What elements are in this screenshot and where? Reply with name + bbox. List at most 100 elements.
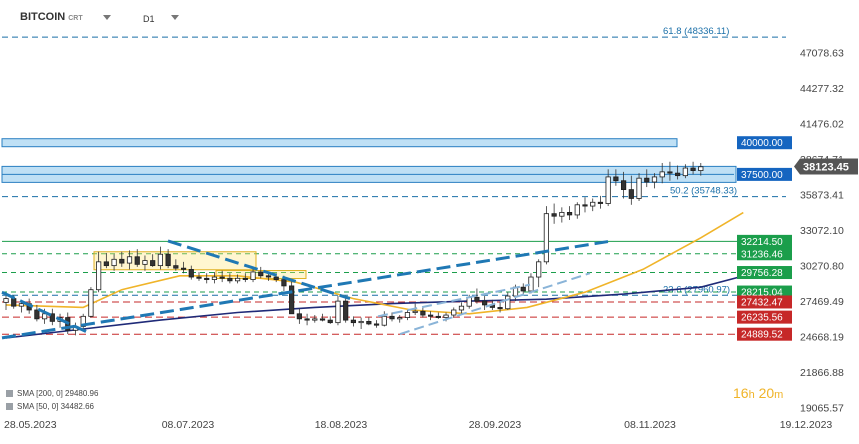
candle (242, 273, 248, 283)
candle (119, 251, 125, 267)
candle-body-up (543, 213, 550, 263)
candle-body-down (582, 204, 588, 207)
resistance-level-label: 40000.00 (737, 136, 792, 150)
candle (327, 316, 333, 324)
candle (304, 313, 310, 326)
candle (621, 171, 627, 199)
uptrend-line-major (1, 240, 609, 340)
candle (142, 255, 148, 271)
candle-body-up (3, 298, 9, 303)
candle-body-up (651, 176, 658, 183)
candle (497, 301, 503, 313)
candle-body-down (343, 300, 349, 321)
candle-body-down (667, 171, 673, 174)
indicator-label: SMA [200, 0] (17, 389, 63, 398)
timeframe-label: D1 (143, 14, 155, 24)
candle-body-up (605, 176, 611, 204)
indicator-sma50-legend[interactable]: SMA [50, 0] 34482.66 (6, 402, 94, 411)
fib-level-label: 61.8 (48336.11) (663, 26, 729, 37)
candle (88, 287, 94, 318)
indicator-value: 34482.66 (60, 402, 94, 411)
candle (211, 271, 218, 284)
candle-body-down (551, 213, 557, 217)
x-tick-label: 28.09.2023 (469, 419, 522, 431)
candle (404, 309, 411, 321)
candle (188, 265, 194, 280)
symbol-dropdown-chevron-down-icon[interactable] (103, 15, 111, 20)
fib-level-label: 50.2 (35748.33) (670, 186, 737, 197)
candle (343, 297, 349, 323)
candle (219, 270, 225, 283)
candle (566, 206, 573, 221)
price-label-bg (737, 285, 792, 299)
timeframe-dropdown-chevron-down-icon[interactable] (171, 15, 179, 20)
y-tick-label: 41476.02 (800, 118, 844, 130)
y-tick-label: 21866.88 (800, 367, 844, 379)
candle-body-up (536, 261, 542, 278)
candle-body-down (134, 256, 140, 265)
price-label-bg (737, 310, 792, 324)
candle-body-down (49, 313, 55, 322)
candle (389, 312, 395, 322)
price-label-text: 32214.50 (741, 237, 783, 248)
candle (312, 315, 318, 323)
symbol-selector[interactable]: BITCOIN CRT (20, 11, 83, 23)
candle-body-down (644, 177, 650, 183)
candle-body-up (659, 171, 665, 178)
last-price-tag: 38123.45 (794, 158, 858, 175)
x-tick-label: 18.08.2023 (315, 419, 368, 431)
candle (180, 261, 187, 274)
indicator-sma200-legend[interactable]: SMA [200, 0] 29480.96 (6, 389, 98, 398)
candle-body-down (366, 320, 372, 325)
candle (582, 197, 588, 213)
candle (451, 307, 457, 318)
price-label-bg (737, 234, 792, 248)
candle-body-up (358, 320, 364, 324)
support-level-label: 26235.56 (737, 310, 792, 324)
candle (667, 161, 673, 181)
candle (505, 292, 511, 310)
candle (227, 273, 233, 284)
candle (173, 259, 179, 271)
y-tick-label: 47078.63 (800, 48, 844, 60)
candle-countdown-timer: 16h 20m (733, 385, 783, 401)
candle (458, 302, 465, 314)
price-label-bg (737, 167, 792, 181)
candle (3, 293, 9, 310)
candle-body-down (165, 253, 171, 267)
channel-line-lower (399, 272, 591, 336)
candle (258, 266, 264, 279)
candle-body-down (628, 189, 634, 199)
support-level-label: 31236.46 (737, 247, 792, 261)
candle-body-down (11, 298, 17, 307)
candle (335, 296, 341, 326)
indicator-value: 29480.96 (65, 389, 99, 398)
timer-minutes: 20 (758, 385, 775, 401)
candle (482, 296, 488, 310)
x-tick-label: 28.05.2023 (4, 419, 57, 431)
candle (520, 283, 526, 295)
y-tick-label: 27469.49 (800, 296, 844, 308)
candle-body-down (273, 276, 279, 280)
candle (49, 308, 55, 326)
candle-body-up (682, 167, 688, 177)
price-label-bg (737, 266, 792, 280)
candle-body-down (350, 319, 357, 324)
y-tick-label: 19065.57 (800, 403, 844, 415)
candle-body-up (335, 300, 341, 324)
price-label-bg (737, 327, 792, 341)
x-tick-label: 08.07.2023 (162, 419, 215, 431)
candle-body-down (520, 286, 526, 292)
timeframe-selector[interactable]: D1 (143, 14, 155, 24)
candle-body-down (373, 323, 380, 326)
candle (536, 259, 542, 288)
support-level-label: 24889.52 (737, 327, 792, 341)
y-tick-label: 30270.80 (800, 260, 844, 272)
candle-body-up (574, 204, 580, 216)
candle-body-down (304, 318, 310, 321)
candle (628, 175, 634, 205)
candle (651, 173, 658, 189)
